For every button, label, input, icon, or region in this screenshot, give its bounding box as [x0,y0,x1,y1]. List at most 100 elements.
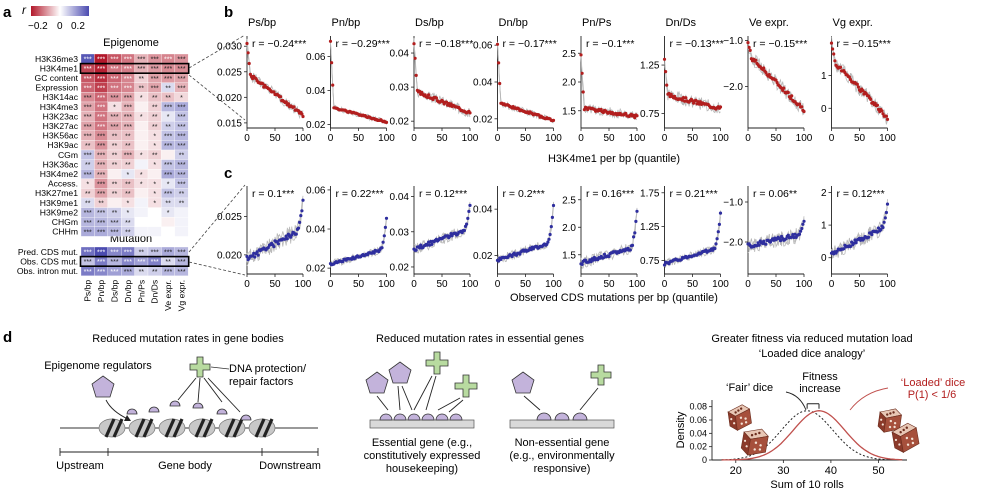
die-pip [758,431,761,435]
data-point [829,41,834,45]
die-pip [905,436,909,440]
data-point [301,198,305,202]
gene-bodies-title: Reduced mutation rates in gene bodies [92,333,284,345]
heatmap-cell [134,121,149,131]
replicate-line [330,42,387,125]
significance-stars: ** [152,124,158,131]
x-tick-label: 0 [829,279,835,290]
x-tick-label: 100 [796,279,813,290]
data-point [414,248,418,252]
y-tick-label: 0 [702,455,707,465]
panel-title: Ds/bp [415,17,444,29]
significance-stars: ** [152,105,158,112]
correlation-label: r = 0.12*** [837,188,885,200]
significance-stars: *** [177,143,185,150]
scatter-b-6: −1.0 −2.0 0 50 100 r = −0.15*** Ve expr. [723,17,813,144]
significance-stars: *** [124,114,132,121]
density-xlabel: Sum of 10 rolls [770,479,844,491]
significance-stars: * [140,172,143,179]
x-tick-label: 50 [854,133,866,144]
y-tick-label: 0.02 [390,262,410,273]
significance-stars: * [180,95,183,102]
mutation-row-label: Pred. CDS mut. [18,247,78,257]
x-tick-label: 20 [730,465,742,477]
x-tick-label: 50 [770,279,782,290]
scale-tick-pos: 0.2 [71,21,85,32]
fair-dice-label: ‘Fair’ dice [726,382,773,394]
data-point [715,237,719,241]
significance-stars: ** [125,220,131,227]
heatmap-column-label: Ds/bp [110,280,120,303]
y-tick-label: 0.02 [473,114,493,125]
highlight-row-box [79,62,190,74]
die-right [900,427,920,453]
significance-stars: *** [177,124,185,131]
significance-stars: *** [97,124,105,131]
y-tick-label: −2.0 [723,82,743,93]
heatmap-row-label: H3K4me2 [40,169,78,179]
die-pip [898,443,901,446]
die [877,408,903,433]
data-point [832,52,836,56]
data-point [662,263,667,267]
arrow [523,395,541,411]
correlation-label: r = −0.1*** [586,38,634,50]
y-tick-label: 0.04 [473,205,493,216]
essential-label-2: constitutively expressed [364,450,481,462]
heatmap-column-label: Vg expr. [177,280,187,312]
panel-c-xlabel: Observed CDS mutations per bp (quantile) [510,292,718,304]
highlight-mutation-box [79,255,190,268]
significance-stars: *** [97,191,105,198]
repair-cross-icon [425,351,449,375]
significance-stars: *** [110,57,118,64]
heatmap-row-label: CGm [58,150,78,160]
y-tick-label: 0.015 [217,118,242,129]
y-tick-label: 0.04 [390,192,410,203]
scale-tick-zero: 0 [57,21,63,32]
data-point [465,222,469,226]
significance-stars: *** [97,66,105,73]
x-tick-label: 50 [269,279,281,290]
pentagon-icon [511,371,535,394]
x-tick-label: 0 [411,133,417,144]
x-tick-label: 100 [879,279,896,290]
panel-title: Vg expr. [833,17,873,29]
significance-stars: *** [164,105,172,112]
significance-stars: *** [124,57,132,64]
x-tick-label: 40 [825,465,837,477]
data-point [580,71,584,75]
panel-label-d: d [3,329,12,346]
significance-stars: *** [124,269,132,276]
repair-arrow-1 [177,377,197,401]
significance-stars: * [140,181,143,188]
significance-stars: *** [97,220,105,227]
data-point [285,237,289,241]
arrow [448,399,464,413]
dna-wrap [164,418,176,438]
correlation-label: r = −0.15*** [837,38,891,50]
y-tick-label: 0.020 [217,93,242,104]
significance-stars: ** [165,85,171,92]
significance-stars: *** [97,105,105,112]
data-point [300,112,304,116]
significance-stars: *** [84,210,92,217]
y-tick-label: 0.08 [689,402,707,412]
data-point [635,209,639,213]
dna-wrap [134,418,146,438]
data-point [782,86,786,90]
zoom-line-b-top [188,34,246,69]
die-pip [902,428,905,432]
significance-stars: *** [164,133,172,140]
nonessential-label-1: Non-essential gene [515,437,610,449]
replicate-line [664,66,721,114]
die [891,422,920,453]
x-tick-label: 50 [770,133,782,144]
bound-factor [572,412,588,421]
die-right [735,408,752,431]
significance-stars: *** [177,76,185,83]
loaded-dice-icon [877,408,920,453]
die-pip [889,419,893,423]
correlation-label: r = 0.21*** [670,188,718,200]
significance-stars: * [153,201,156,208]
data-point [382,234,386,238]
